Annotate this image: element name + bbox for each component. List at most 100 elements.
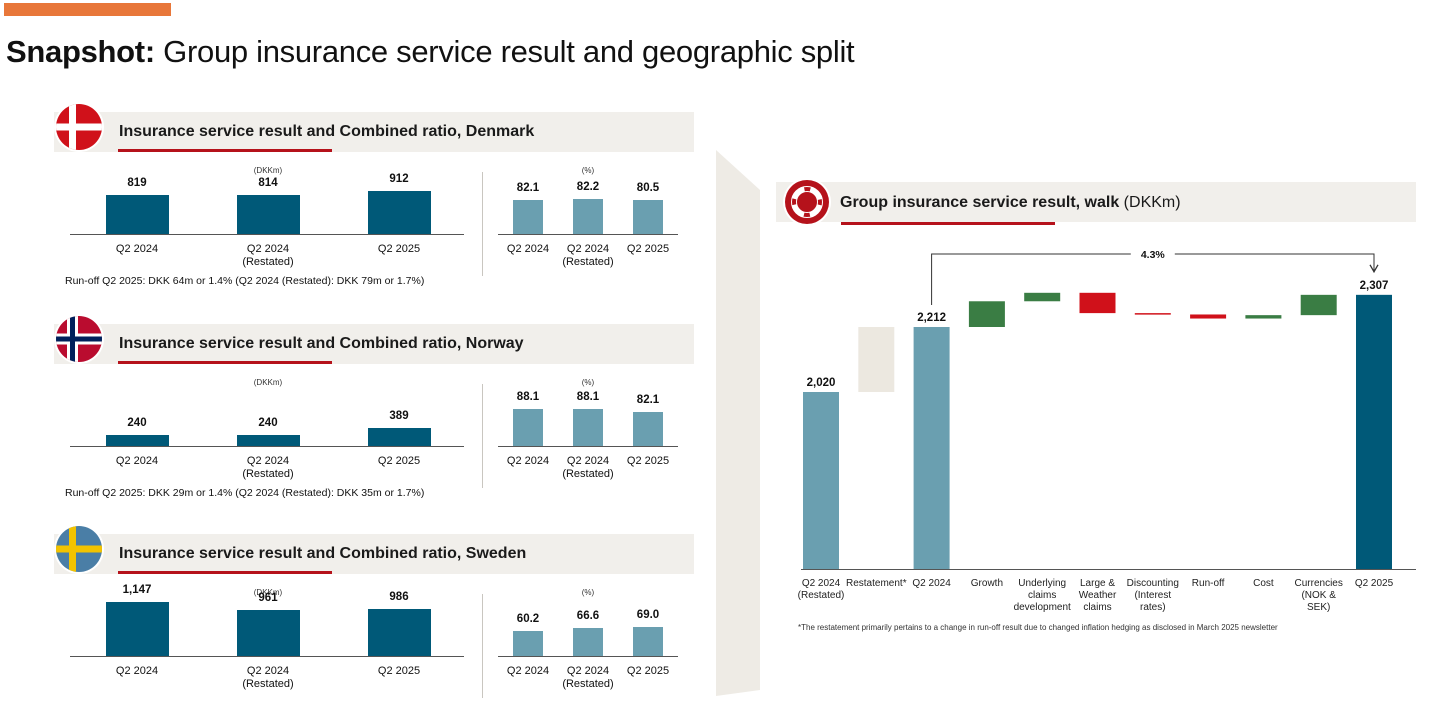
walk-category-label: Q2 2024 xyxy=(912,578,951,589)
sweden-cr-category-label: Q2 2025 xyxy=(626,665,670,677)
walk-title-underline xyxy=(841,222,1055,225)
denmark-title-underline xyxy=(118,149,332,152)
denmark-isr-value-label: 814 xyxy=(258,177,278,190)
norway-isr-category-label: (Restated) xyxy=(242,468,294,480)
denmark-cr-unit: (%) xyxy=(581,166,595,175)
norway-isr-value-label: 389 xyxy=(389,409,409,422)
denmark-cr-axis xyxy=(498,234,678,235)
walk-bar xyxy=(1356,294,1392,569)
denmark-separator xyxy=(482,172,483,276)
denmark-isr-category-label: Q2 2025 xyxy=(377,243,421,255)
walk-value-label: 2,307 xyxy=(1360,280,1389,292)
walk-bar xyxy=(1190,314,1227,319)
walk-category-label: Underlying xyxy=(1018,578,1066,589)
walk-value-label: 2,212 xyxy=(917,312,946,324)
denmark-isr-axis xyxy=(70,234,464,235)
denmark-isr-unit: (DKKm) xyxy=(253,166,283,175)
sweden-isr-axis xyxy=(70,656,464,657)
walk-category-label: Discounting xyxy=(1127,578,1179,589)
walk-bar xyxy=(1245,315,1282,319)
growth-arrow-icon xyxy=(1369,264,1379,274)
sweden-isr-category-label: Q2 2025 xyxy=(377,665,421,677)
denmark-isr-category-label: Q2 2024 xyxy=(246,243,290,255)
walk-category-label: Growth xyxy=(971,578,1003,589)
sweden-isr-value-label: 986 xyxy=(389,591,409,604)
sweden-title-underline xyxy=(118,571,332,574)
walk-category-label: (NOK & xyxy=(1301,590,1336,601)
sweden-isr-bar xyxy=(105,601,169,656)
denmark-isr-value-label: 912 xyxy=(389,172,409,185)
walk-category-label: Restatement* xyxy=(846,578,907,589)
norway-isr-category-label: Q2 2024 xyxy=(246,455,290,467)
sweden-cr-value-label: 66.6 xyxy=(576,610,600,623)
denmark-cr-bar xyxy=(513,199,543,234)
walk-bar xyxy=(1300,294,1337,316)
walk-title: Group insurance service result, walk (DK… xyxy=(840,194,1181,211)
denmark-isr-category-label: Q2 2024 xyxy=(115,243,159,255)
sweden-flag-icon xyxy=(56,526,102,572)
norway-cr-category-label: Q2 2024 xyxy=(506,455,550,467)
denmark-isr-bar xyxy=(105,195,169,234)
sweden-isr-value-label: 961 xyxy=(258,592,278,605)
denmark-cr-bar xyxy=(573,199,603,234)
norway-cr-value-label: 88.1 xyxy=(516,390,540,403)
walk-bar xyxy=(968,301,1005,327)
norway-cr-category-label: (Restated) xyxy=(562,468,614,480)
walk-category-label: Cost xyxy=(1253,578,1274,589)
sweden-cr-category-label: Q2 2024 xyxy=(506,665,550,677)
growth-label: 4.3% xyxy=(1141,249,1166,261)
lifebuoy-icon xyxy=(785,180,829,224)
walk-category-label: Q2 2025 xyxy=(1355,578,1394,589)
growth-bracket-left xyxy=(931,253,1131,305)
norway-isr-value-label: 240 xyxy=(258,416,278,429)
walk-panel xyxy=(776,168,1418,696)
walk-bar xyxy=(913,327,950,569)
walk-category-label: claims xyxy=(1083,602,1111,613)
walk-category-label: Q2 2024 xyxy=(802,578,841,589)
norway-cr-value-label: 88.1 xyxy=(576,390,600,403)
walk-category-label: SEK) xyxy=(1307,602,1330,613)
norway-cr-bar xyxy=(513,408,543,446)
denmark-cr-category-label: Q2 2024 xyxy=(566,243,610,255)
sweden-title: Insurance service result and Combined ra… xyxy=(119,545,527,562)
page-title: Snapshot: Group insurance service result… xyxy=(6,34,855,69)
norway-isr-axis xyxy=(70,446,464,447)
walk-category-label: Large & xyxy=(1080,578,1115,589)
walk-category-label: (Interest xyxy=(1134,590,1171,601)
sweden-isr-bar xyxy=(367,609,431,656)
denmark-flag-icon xyxy=(56,104,102,150)
walk-bar xyxy=(803,392,839,569)
norway-flag-icon xyxy=(56,316,102,362)
growth-bracket-right xyxy=(1174,253,1375,271)
walk-bar xyxy=(1134,313,1171,315)
norway-title-underline xyxy=(118,361,332,364)
walk-header xyxy=(776,182,1416,222)
denmark-runoff-note: Run-off Q2 2025: DKK 64m or 1.4% (Q2 202… xyxy=(65,275,425,287)
walk-category-label: Weather xyxy=(1079,590,1117,601)
sweden-cr-bar xyxy=(633,627,663,656)
sweden-cr-bar xyxy=(513,630,543,656)
norway-isr-category-label: Q2 2025 xyxy=(377,455,421,467)
walk-category-label: Run-off xyxy=(1192,578,1225,589)
denmark-cr-category-label: Q2 2024 xyxy=(506,243,550,255)
norway-isr-bar xyxy=(236,434,300,446)
sweden-isr-category-label: (Restated) xyxy=(242,678,294,690)
walk-category-label: rates) xyxy=(1140,602,1166,613)
walk-category-label: claims xyxy=(1028,590,1056,601)
norway-isr-category-label: Q2 2024 xyxy=(115,455,159,467)
denmark-isr-value-label: 819 xyxy=(127,177,147,190)
denmark-cr-value-label: 80.5 xyxy=(636,182,660,195)
accent-bar xyxy=(4,3,171,16)
norway-cr-category-label: Q2 2025 xyxy=(626,455,670,467)
walk-category-label: Currencies xyxy=(1295,578,1343,589)
sweden-isr-bar xyxy=(236,610,300,656)
sweden-isr-unit: (DKKm) xyxy=(253,588,283,597)
walk-footnote: *The restatement primarily pertains to a… xyxy=(798,623,1278,632)
norway-cr-value-label: 82.1 xyxy=(636,393,660,406)
norway-isr-unit: (DKKm) xyxy=(253,378,283,387)
norway-isr-bar xyxy=(105,434,169,446)
sweden-cr-category-label: (Restated) xyxy=(562,678,614,690)
sweden-cr-value-label: 60.2 xyxy=(516,612,540,625)
denmark-cr-bar xyxy=(633,200,663,234)
